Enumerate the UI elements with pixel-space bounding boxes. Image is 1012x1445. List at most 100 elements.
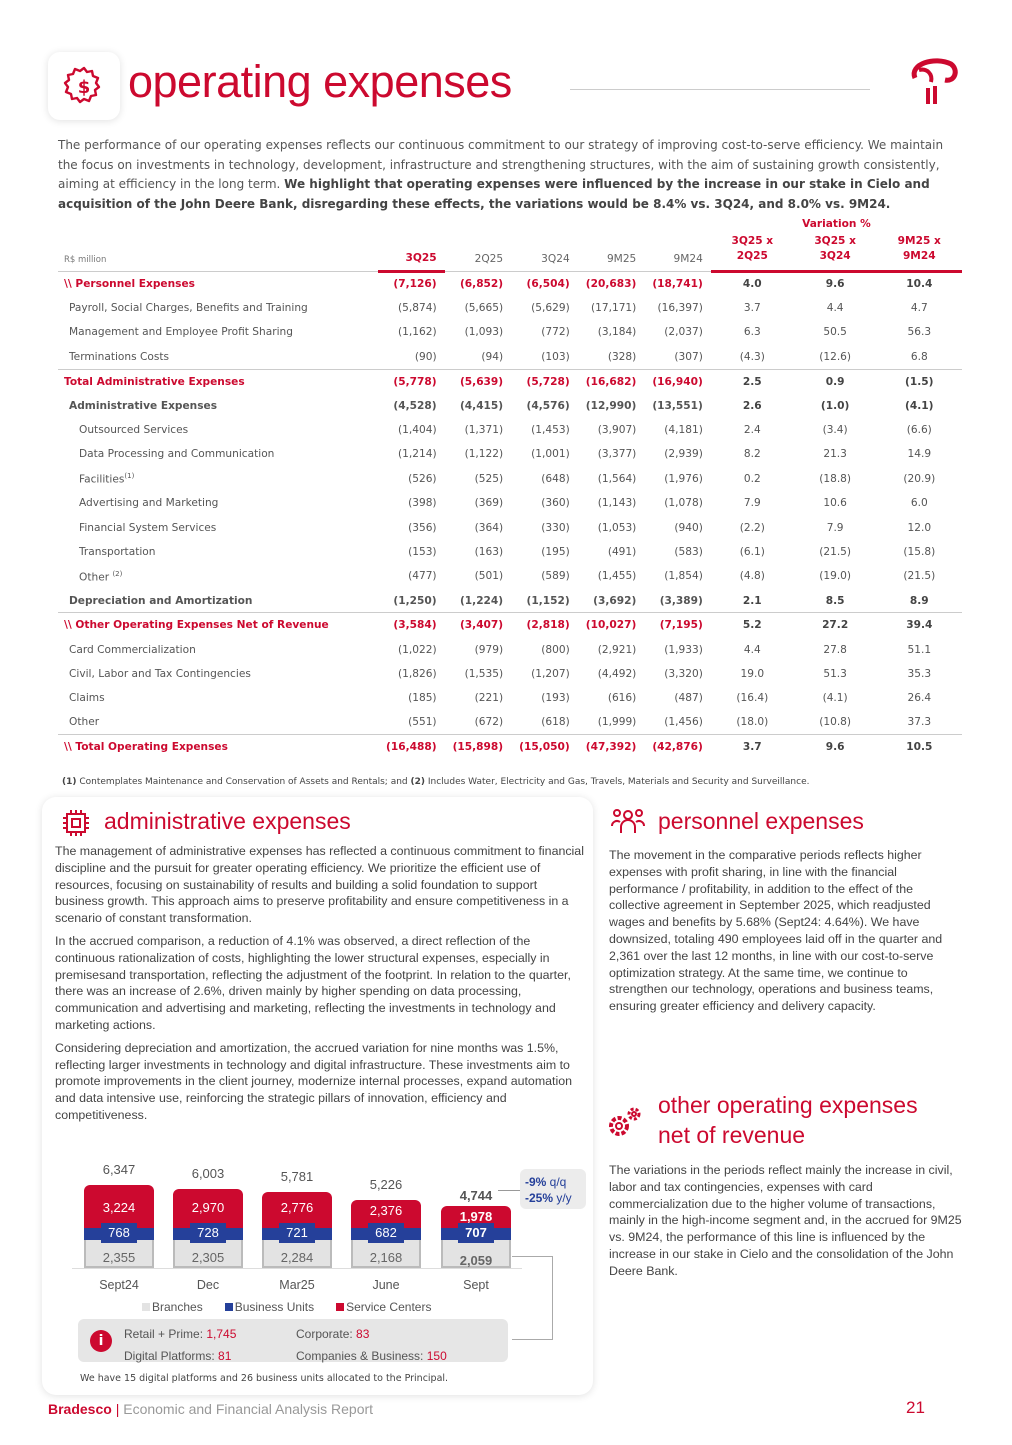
- table-row: Outsourced Services (1,404) (1,371) (1,453)…: [58, 418, 962, 442]
- cell-value: (369): [474, 497, 504, 510]
- total-label: 5,226: [369, 1176, 403, 1192]
- table-row: Other (551) (672) (618) (1,999) (1,456) (18.0)…: [58, 711, 962, 735]
- cell-value: 2.6: [742, 399, 762, 412]
- footer-brand: Bradesco: [48, 1401, 112, 1417]
- label-branches: 2,355: [102, 1250, 136, 1265]
- cell-value: (103): [541, 350, 570, 363]
- cell-value: (491): [607, 545, 637, 558]
- row-label: Civil, Labor and Tax Contingencies: [58, 662, 378, 686]
- table-row: Transportation (153) (163) (195) (491) (583) (…: [58, 540, 962, 564]
- footnote-1-marker: (1): [62, 777, 77, 787]
- row-label: Other (2): [58, 564, 378, 588]
- cell-value: 56.3: [907, 326, 932, 339]
- x-axis-label: June: [372, 1278, 400, 1292]
- cell-value: (5,665): [464, 302, 504, 315]
- cell-value: 10.5: [876, 734, 962, 760]
- row-label-text: Administrative Expenses: [69, 399, 218, 412]
- cell-value: 10.6: [823, 497, 847, 510]
- label-service-centers: 2,970: [191, 1200, 225, 1215]
- cell-value: (356): [408, 521, 437, 534]
- cell-value: (2,921): [597, 643, 637, 656]
- admin-paragraph-2: In the accrued comparison, a reduction o…: [55, 933, 571, 1032]
- svg-text:$: $: [78, 77, 91, 98]
- cell-value: 6.8: [910, 350, 928, 363]
- cell-value: (1,456): [664, 716, 703, 729]
- table-footnote: (1) Contemplates Maintenance and Conserv…: [62, 777, 810, 787]
- cell-value: (7,126): [378, 270, 445, 296]
- cell-value: (4,492): [597, 667, 637, 680]
- row-label: Data Processing and Communication: [58, 442, 378, 466]
- info-label: Corporate:: [296, 1327, 357, 1341]
- label-branches: 2,305: [191, 1250, 225, 1265]
- cell-value: (1,564): [597, 472, 637, 485]
- cell-value: (1.5): [876, 368, 962, 394]
- table-row: \\ Total Operating Expenses (16,488) (15,8…: [58, 734, 962, 760]
- cell-value: (3,377): [597, 448, 637, 461]
- cell-value: (1,143): [597, 497, 637, 510]
- cell-value: 0.9: [793, 368, 877, 394]
- x-axis-label: Dec: [196, 1278, 220, 1292]
- chip-icon: [60, 807, 92, 843]
- yy-value: -25%: [525, 1191, 554, 1205]
- cell-value: (193): [541, 692, 570, 705]
- cell-value: (2,939): [664, 448, 703, 461]
- row-label-text: Claims: [69, 692, 105, 705]
- other-title-line-2: net of revenue: [658, 1122, 806, 1148]
- cell-value: (17,171): [590, 302, 637, 315]
- cell-value: (5,629): [531, 302, 570, 315]
- cell-value: (4,528): [393, 399, 437, 412]
- table-row: Management and Employee Profit Sharing (1…: [58, 320, 962, 344]
- qq-unit: q/q: [546, 1175, 567, 1189]
- bracket-line: [512, 1256, 553, 1340]
- row-label: Depreciation and Amortization: [58, 589, 378, 613]
- cell-value: 4.7: [910, 302, 928, 315]
- cell-value: (1,122): [464, 448, 504, 461]
- cell-value: (3.4): [822, 424, 848, 437]
- cell-value: 26.4: [907, 692, 932, 705]
- cell-value: (1,162): [397, 326, 437, 339]
- table-row: Administrative Expenses (4,528) (4,415) (4,…: [58, 393, 962, 417]
- legend-swatch: [336, 1303, 345, 1311]
- footnote-1: Contemplates Maintenance and Conservatio…: [76, 777, 411, 787]
- cell-value: (648): [541, 472, 570, 485]
- cell-value: 9.6: [793, 270, 877, 296]
- label-business-units: 707: [458, 1223, 494, 1243]
- cell-value: (6,852): [444, 270, 512, 296]
- cell-value: (526): [408, 472, 437, 485]
- cell-value: (42,876): [644, 734, 711, 760]
- column-header: 9M25 x 9M24: [876, 234, 962, 273]
- cell-value: (2,818): [511, 612, 578, 638]
- other-operating-expenses-title: other operating expenses net of revenue: [658, 1090, 918, 1150]
- cell-value: (21.5): [819, 545, 852, 558]
- info-note: We have 15 digital platforms and 26 busi…: [80, 1373, 449, 1384]
- row-label: Other: [58, 711, 378, 735]
- row-label-text: Data Processing and Communication: [79, 448, 275, 461]
- total-label: 6,003: [191, 1166, 225, 1182]
- table-row: Data Processing and Communication (1,214)…: [58, 442, 962, 466]
- cell-value: (940): [674, 521, 703, 534]
- cell-value: 9.6: [793, 734, 877, 760]
- legend-swatch: [142, 1303, 150, 1311]
- cell-value: 7.9: [743, 497, 761, 510]
- legend-label: Service Centers: [346, 1300, 432, 1314]
- bar-stack: 707 1,978 2,059: [441, 1205, 511, 1268]
- cell-value: (3,584): [378, 612, 445, 638]
- cell-value: (4,415): [459, 399, 504, 412]
- footnote-2-marker: (2): [410, 777, 426, 787]
- legend-label: Business Units: [234, 1300, 315, 1314]
- row-label: Management and Employee Profit Sharing: [58, 320, 378, 344]
- cell-value: (1,371): [464, 424, 504, 437]
- cell-value: (221): [474, 692, 504, 705]
- cell-value: (672): [474, 716, 504, 729]
- row-label-text: Other: [79, 571, 113, 584]
- other-paragraph: The variations in the periods reflect ma…: [609, 1163, 962, 1278]
- cell-value: (1,404): [397, 424, 437, 437]
- cell-value: 27.2: [793, 612, 877, 638]
- column-header: 3Q25 x 2Q25: [710, 234, 794, 273]
- cell-value: (1,001): [531, 448, 570, 461]
- cell-value: 10.4: [876, 270, 962, 296]
- cell-value: (501): [474, 570, 504, 583]
- cell-value: (4.3): [739, 350, 765, 363]
- table-row: Payroll, Social Charges, Benefits and Tr…: [58, 296, 962, 320]
- cell-value: (6,504): [511, 270, 578, 296]
